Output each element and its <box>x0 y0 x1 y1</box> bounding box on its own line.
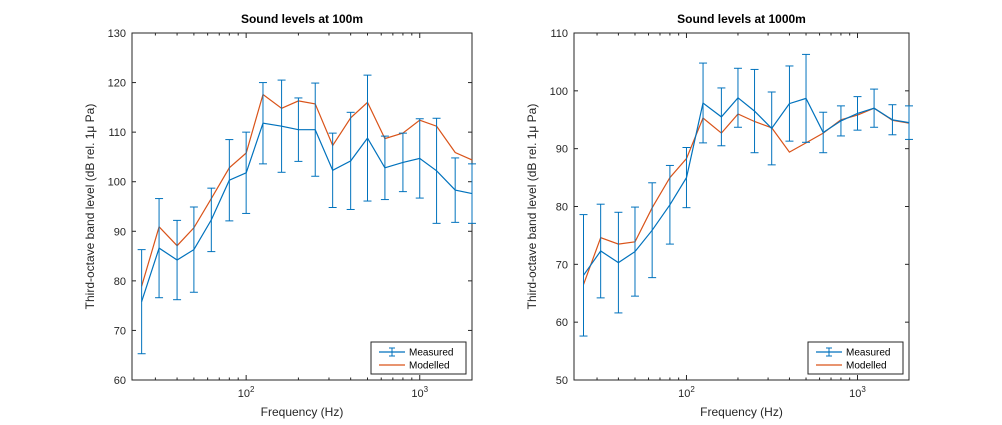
y-axis-label: Third-octave band level (dB rel. 1μ Pa) <box>525 104 539 310</box>
measured-errorbar <box>328 132 337 208</box>
x-tick-label-exponent: 2 <box>250 385 255 394</box>
measured-errorbar <box>717 87 726 147</box>
measured-errorbar <box>189 206 198 293</box>
measured-errorbar <box>819 111 828 154</box>
measured-errorbar <box>870 88 879 128</box>
y-tick-label: 120 <box>108 78 126 90</box>
measured-errorbar <box>682 147 691 209</box>
y-tick-label: 90 <box>114 226 126 238</box>
y-tick-label: 70 <box>556 259 568 271</box>
measured-errorbar <box>346 111 355 210</box>
series-modelled-line <box>582 107 910 285</box>
x-tick-label: 103 <box>849 385 866 400</box>
legend-label-modelled: Modelled <box>846 361 887 372</box>
chart-title: Sound levels at 1000m <box>677 12 806 26</box>
measured-errorbar <box>207 187 216 253</box>
measured-errorbar <box>258 82 267 165</box>
measured-errorbar <box>468 163 476 224</box>
x-tick-label-base: 10 <box>678 388 690 400</box>
measured-errorbar <box>665 164 674 245</box>
y-tick-label: 90 <box>556 144 568 156</box>
measured-errorbar <box>415 118 424 199</box>
measured-errorbar <box>137 249 146 355</box>
y-tick-label: 80 <box>114 276 126 288</box>
measured-errorbar <box>802 53 811 143</box>
measured-errorbar <box>785 65 794 142</box>
y-tick-label: 100 <box>108 177 126 189</box>
y-tick-label: 110 <box>550 28 568 40</box>
x-tick-label-base: 10 <box>849 388 861 400</box>
measured-errorbar <box>277 79 286 173</box>
y-tick-label: 110 <box>108 127 126 139</box>
x-tick-label-base: 10 <box>411 388 423 400</box>
legend-box <box>370 341 467 375</box>
x-axis-label: Frequency (Hz) <box>261 405 344 419</box>
measured-errorbar <box>630 206 639 297</box>
measured-errorbar <box>242 131 251 214</box>
measured-errorbar <box>905 105 913 140</box>
x-tick-label: 102 <box>678 385 695 400</box>
measured-errorbar <box>750 68 759 154</box>
measured-errorbar <box>596 203 605 299</box>
y-tick-label: 100 <box>550 86 568 98</box>
x-axis-label: Frequency (Hz) <box>700 405 783 419</box>
x-tick-label-exponent: 3 <box>424 385 429 394</box>
y-tick-label: 80 <box>556 202 568 214</box>
y-tick-label: 50 <box>556 375 568 387</box>
measured-errorbar <box>173 219 182 301</box>
chart-title: Sound levels at 100m <box>241 12 363 26</box>
measured-errorbar <box>888 104 897 136</box>
x-tick-label-exponent: 2 <box>690 385 695 394</box>
x-tick-label-base: 10 <box>238 388 250 400</box>
measured-errorbar <box>836 105 845 137</box>
series-modelled-line <box>141 93 473 287</box>
measured-errorbar <box>363 74 372 202</box>
legend: Measured Modelled <box>807 341 904 375</box>
y-axis-label: Third-octave band level (dB rel. 1μ Pa) <box>83 104 97 310</box>
legend: Measured Modelled <box>370 341 467 375</box>
plot-area <box>131 32 473 381</box>
plot-area <box>573 32 910 381</box>
measured-errorbar <box>767 91 776 166</box>
measured-errorbar <box>294 97 303 162</box>
x-tick-label: 102 <box>238 385 255 400</box>
measured-errorbar <box>733 67 742 128</box>
y-tick-label: 60 <box>556 317 568 329</box>
measured-errorbar <box>699 62 708 144</box>
series-measured-line <box>583 96 910 276</box>
measured-errorbar <box>155 198 164 299</box>
measured-errorbar <box>398 132 407 193</box>
x-tick-label-exponent: 3 <box>861 385 866 394</box>
y-tick-label: 70 <box>114 325 126 337</box>
legend-label-measured: Measured <box>409 348 453 359</box>
measured-errorbar <box>614 211 623 314</box>
measured-errorbar <box>853 96 862 131</box>
measured-errorbar <box>451 157 460 223</box>
measured-errorbar <box>432 117 441 224</box>
measured-errorbar <box>225 139 234 222</box>
x-tick-label: 103 <box>411 385 428 400</box>
measured-errorbar <box>311 82 320 177</box>
measured-errorbar <box>648 182 657 279</box>
legend-label-measured: Measured <box>846 348 890 359</box>
series-measured-line <box>141 122 473 302</box>
measured-errorbar <box>579 214 588 337</box>
measured-errorbar <box>380 135 389 201</box>
y-tick-label: 130 <box>108 28 126 40</box>
legend-box <box>807 341 904 375</box>
y-tick-label: 60 <box>114 375 126 387</box>
legend-label-modelled: Modelled <box>409 361 450 372</box>
